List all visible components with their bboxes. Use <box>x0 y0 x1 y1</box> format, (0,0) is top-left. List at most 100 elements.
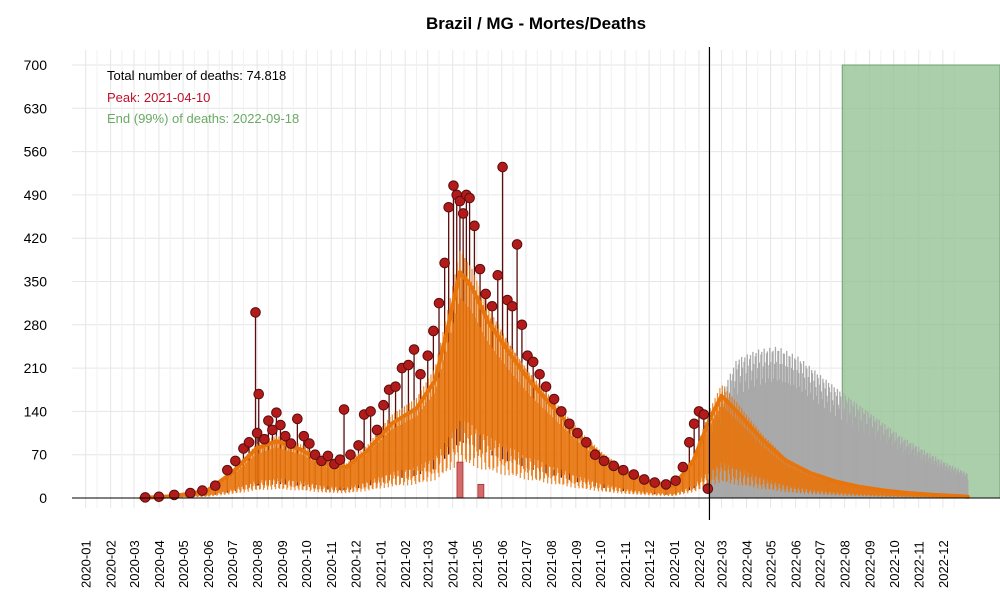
observed-point <box>443 201 454 213</box>
observed-point <box>548 393 560 405</box>
observed-point <box>439 257 450 269</box>
x-tick-label: 2021-07 <box>519 540 534 588</box>
x-tick-label: 2021-11 <box>618 541 633 588</box>
y-tick-label: 70 <box>31 447 47 463</box>
y-tick-label: 630 <box>24 100 48 116</box>
x-tick-label: 2021-12 <box>642 540 657 588</box>
x-tick-label: 2020-03 <box>127 540 142 588</box>
observed-point <box>271 407 282 418</box>
observed-point <box>298 430 310 442</box>
y-axis-ticks: 0 70 140 210 280 350 420 490 560 630 700 <box>24 57 48 506</box>
observed-point <box>527 356 539 368</box>
x-tick-label: 2020-04 <box>152 540 167 588</box>
observed-point <box>638 474 650 485</box>
observed-point <box>168 489 180 501</box>
x-tick-label: 2022-06 <box>789 540 804 588</box>
observed-point <box>279 430 291 442</box>
observed-point <box>253 388 265 400</box>
observed-point <box>345 449 356 461</box>
observed-point <box>540 381 552 392</box>
observed-point <box>230 455 241 467</box>
observed-point <box>688 418 700 430</box>
y-tick-label: 210 <box>24 360 48 376</box>
x-tick-label: 2022-07 <box>813 540 828 588</box>
x-tick-label: 2020-01 <box>79 540 94 588</box>
observed-point <box>486 300 498 312</box>
secondary-bar <box>477 483 485 499</box>
observed-point <box>670 475 681 486</box>
observed-point <box>338 404 350 415</box>
x-tick-label: 2021-09 <box>569 540 584 588</box>
observed-point <box>209 480 221 491</box>
observed-point <box>251 427 263 439</box>
observed-point <box>309 449 321 461</box>
observed-point <box>378 399 389 411</box>
total-deaths-annotation: Total number of deaths: 74.818 <box>107 68 286 83</box>
x-tick-label: 2022-03 <box>715 540 730 588</box>
observed-point <box>556 406 567 417</box>
observed-point <box>677 461 689 473</box>
x-tick-label: 2021-02 <box>398 540 413 588</box>
x-tick-label: 2021-01 <box>373 540 388 588</box>
observed-point <box>153 491 165 503</box>
x-tick-label: 2021-04 <box>446 540 461 588</box>
observed-point <box>267 424 278 436</box>
observed-series <box>139 161 714 503</box>
y-tick-label: 280 <box>24 317 48 333</box>
observed-point <box>292 413 303 425</box>
x-tick-label: 2022-12 <box>936 540 951 588</box>
observed-point <box>371 424 383 436</box>
y-tick-label: 140 <box>24 403 48 419</box>
observed-point <box>649 477 661 488</box>
observed-point <box>497 161 508 173</box>
x-tick-label: 2022-09 <box>863 540 878 588</box>
x-tick-label: 2021-10 <box>593 540 608 588</box>
observed-point <box>263 415 274 426</box>
x-tick-label: 2020-10 <box>299 540 314 588</box>
observed-point <box>702 483 714 495</box>
observed-point <box>390 381 401 392</box>
x-tick-label: 2021-05 <box>470 540 485 588</box>
x-tick-label: 2020-12 <box>348 540 363 588</box>
x-axis-ticks: 2020-01 2020-02 2020-03 2020-04 2020-05 2020-… <box>79 540 951 588</box>
x-tick-label: 2020-07 <box>225 540 240 588</box>
observed-point <box>684 437 695 448</box>
x-tick-label: 2022-02 <box>692 540 707 588</box>
observed-point <box>408 344 420 355</box>
x-tick-label: 2022-10 <box>887 540 902 588</box>
observed-point <box>243 437 255 448</box>
observed-point <box>428 325 439 337</box>
observed-point <box>422 350 434 362</box>
observed-point <box>197 485 208 496</box>
x-tick-label: 2022-08 <box>838 540 853 588</box>
observed-point <box>304 438 315 449</box>
fit-line <box>139 270 970 500</box>
observed-point <box>564 418 575 430</box>
observed-point <box>618 464 629 476</box>
observed-point <box>457 208 469 219</box>
x-tick-label: 2020-02 <box>104 540 119 588</box>
observed-point <box>275 419 286 431</box>
x-tick-label: 2022-01 <box>667 540 682 588</box>
x-tick-label: 2021-08 <box>544 540 559 588</box>
observed-point <box>259 433 270 445</box>
observed-point <box>598 455 610 467</box>
y-tick-label: 490 <box>24 187 48 203</box>
observed-point <box>334 454 346 465</box>
observed-point <box>250 307 261 318</box>
observed-point <box>511 239 523 250</box>
observed-point <box>698 409 710 420</box>
observed-point <box>415 368 426 380</box>
observed-point <box>365 406 376 417</box>
y-tick-label: 700 <box>24 57 48 73</box>
x-tick-label: 2020-09 <box>275 540 290 588</box>
x-tick-label: 2022-04 <box>739 540 754 588</box>
end-annotation: End (99%) of deaths: 2022-09-18 <box>107 111 299 126</box>
observed-point <box>474 263 486 275</box>
peak-bar <box>456 461 464 499</box>
axes <box>72 47 1000 520</box>
observed-point <box>572 427 583 439</box>
observed-point <box>469 220 480 232</box>
